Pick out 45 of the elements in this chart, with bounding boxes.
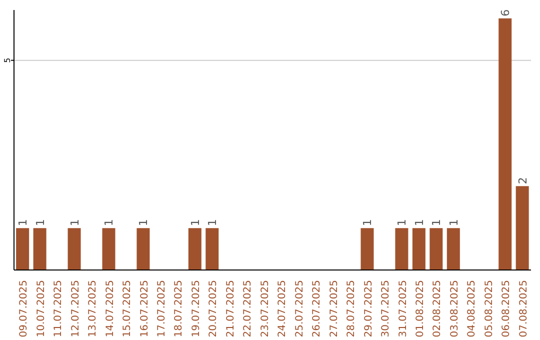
data-label: 1 [34,219,47,226]
x-tick-label: 29.07.2025 [363,280,374,338]
x-tick-label: 15.07.2025 [122,280,134,338]
x-tick-label: 22.07.2025 [242,280,254,338]
x-tick-label: 18.07.2025 [174,280,185,338]
x-tick-label: 10.07.2025 [36,280,47,338]
x-tick-label: 05.08.2025 [484,280,495,338]
data-label: 1 [206,219,220,226]
data-label: 1 [361,219,374,226]
data-label: 1 [16,219,30,226]
data-label: 1 [102,219,116,226]
y-tick-label: 5 [3,58,12,63]
x-tick-label: 12.07.2025 [70,280,82,338]
x-tick-label: 04.08.2025 [466,280,478,338]
x-tick-label: 13.07.2025 [88,280,99,338]
x-tick-label: 30.07.2025 [380,280,392,338]
data-label: 1 [188,219,202,226]
data-label: 1 [396,219,409,226]
x-tick-label: 19.07.2025 [190,280,202,338]
x-tick-label: 16.07.2025 [139,280,150,338]
x-tick-label: 20.07.2025 [208,280,220,338]
x-tick-label: 17.07.2025 [156,280,168,338]
data-label: 1 [68,219,82,226]
x-tick-label: 06.08.2025 [501,280,512,338]
x-tick-label: 01.08.2025 [414,280,426,338]
x-tick-label: 11.07.2025 [53,280,64,338]
data-label: 1 [137,219,150,226]
x-tick-label: 14.07.2025 [104,280,116,338]
x-tick-label: 23.07.2025 [260,280,271,338]
x-tick-label: 21.07.2025 [225,280,236,338]
x-tick-label: 31.07.2025 [398,280,409,338]
x-tick-label: 02.08.2025 [432,280,444,338]
x-tick-label: 03.08.2025 [449,280,460,338]
x-tick-label: 07.08.2025 [518,280,530,338]
x-tick-label: 25.07.2025 [294,280,306,338]
data-label: 1 [412,219,426,226]
x-tick-label: 26.07.2025 [312,280,323,338]
data-label: 6 [499,9,512,16]
x-tick-label: 24.07.2025 [277,280,288,338]
data-label: 2 [516,177,530,184]
data-label: 1 [430,219,444,226]
x-tick-label: 09.07.2025 [18,280,30,338]
data-label: 1 [447,219,460,226]
x-tick-label: 27.07.2025 [328,280,340,338]
x-tick-label: 28.07.2025 [346,280,358,338]
